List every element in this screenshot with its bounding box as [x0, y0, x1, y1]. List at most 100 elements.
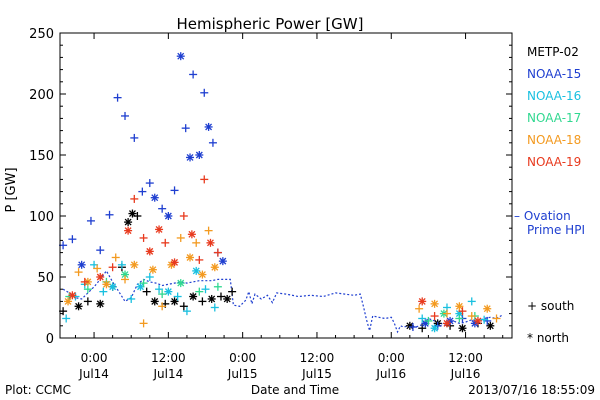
south-point-noaa-15 — [138, 187, 147, 196]
south-point-metp-02 — [83, 297, 92, 306]
south-point-noaa-19 — [200, 175, 209, 184]
south-point-metp-02 — [133, 212, 142, 220]
marker-stroke — [171, 258, 179, 266]
south-point-noaa-15 — [121, 111, 130, 120]
south-point-noaa-19 — [195, 255, 204, 264]
marker-stroke — [443, 319, 451, 327]
marker-stroke — [198, 271, 206, 279]
north-point-metp-02 — [458, 324, 467, 333]
north-point-noaa-19 — [418, 297, 427, 306]
south-point-noaa-15 — [189, 70, 198, 79]
south-point-noaa-16 — [155, 285, 164, 294]
y-tick-label: 100 — [29, 210, 54, 225]
south-point-noaa-15 — [105, 210, 114, 219]
south-point-noaa-15 — [96, 246, 105, 255]
x-tick-date-label: Jul15 — [227, 367, 258, 381]
north-point-noaa-15 — [176, 52, 185, 61]
south-point-noaa-16 — [182, 307, 191, 316]
marker-stroke — [78, 261, 86, 269]
legend-ovation-label-line2: Prime HPI — [527, 223, 585, 237]
south-point-noaa-19 — [430, 312, 439, 321]
north-point-metp-02 — [124, 218, 133, 227]
north-point-noaa-19 — [96, 273, 105, 281]
marker-stroke — [164, 212, 172, 220]
south-point-noaa-18 — [192, 238, 201, 247]
marker-stroke — [188, 230, 196, 238]
marker-stroke — [211, 263, 219, 271]
marker-stroke — [151, 194, 159, 202]
north-point-metp-02 — [170, 297, 179, 306]
data-points-layer — [59, 52, 501, 333]
south-point-metp-02 — [179, 302, 188, 311]
north-point-noaa-15 — [195, 151, 204, 159]
marker-stroke — [149, 266, 157, 274]
south-point-noaa-18 — [139, 319, 148, 328]
y-tick-label: 150 — [29, 149, 54, 164]
marker-stroke — [219, 257, 227, 265]
legend-ovation-label: – Ovation — [514, 209, 571, 223]
south-point-noaa-19 — [139, 233, 148, 242]
x-tick-date-label: Jul16 — [450, 367, 481, 381]
south-point-noaa-15 — [130, 133, 139, 142]
south-point-noaa-16 — [418, 314, 427, 323]
north-point-noaa-19 — [170, 258, 179, 267]
south-point-noaa-15 — [181, 124, 190, 133]
north-point-metp-02 — [486, 321, 495, 330]
south-point-noaa-16 — [99, 287, 108, 296]
marker-stroke — [431, 300, 439, 308]
south-point-noaa-16 — [210, 303, 219, 312]
south-point-noaa-17 — [424, 316, 433, 325]
north-point-metp-02 — [189, 292, 198, 301]
x-tick-time-label: 12:00 — [448, 351, 483, 365]
south-point-noaa-16 — [467, 297, 476, 306]
south-point-noaa-17 — [158, 290, 167, 299]
south-point-noaa-15 — [158, 204, 167, 213]
legend-south-marker: + south — [527, 299, 574, 313]
legend-entry-metp-02: METP-02 — [527, 45, 579, 59]
south-point-noaa-18 — [74, 268, 83, 277]
legend-entry-noaa-15: NOAA-15 — [527, 67, 581, 81]
marker-stroke — [155, 225, 163, 233]
marker-stroke — [223, 295, 231, 303]
legend-entry-noaa-17: NOAA-17 — [527, 111, 581, 125]
x-axis-label: Date and Time — [251, 383, 339, 397]
north-point-noaa-19 — [442, 319, 451, 328]
chart-title: Hemispheric Power [GW] — [177, 15, 364, 33]
north-point-noaa-15 — [164, 212, 173, 220]
legend-north-marker: * north — [527, 331, 569, 345]
south-point-noaa-18 — [492, 314, 501, 323]
south-point-noaa-15 — [145, 179, 154, 188]
marker-stroke — [164, 288, 172, 296]
legend: METP-02 NOAA-15 NOAA-16 NOAA-17 NOAA-18 NOAA-… — [514, 45, 585, 345]
marker-stroke — [474, 317, 482, 325]
north-point-noaa-19 — [68, 291, 77, 300]
x-tick-date-label: Jul14 — [152, 367, 183, 381]
north-point-noaa-16 — [192, 266, 201, 275]
marker-stroke — [459, 324, 466, 332]
marker-stroke — [96, 300, 104, 308]
x-tick-time-label: 0:00 — [229, 351, 256, 365]
north-point-noaa-16 — [108, 282, 117, 291]
south-point-noaa-18 — [121, 275, 130, 284]
south-point-metp-02 — [216, 292, 225, 301]
marker-stroke — [406, 322, 414, 330]
marker-stroke — [102, 280, 110, 288]
x-tick-time-label: 12:00 — [300, 351, 335, 365]
y-tick-label: 0 — [46, 332, 54, 347]
marker-stroke — [68, 291, 76, 299]
south-point-noaa-16 — [127, 294, 136, 303]
south-point-noaa-17 — [195, 287, 204, 296]
marker-stroke — [186, 254, 194, 261]
marker-stroke — [455, 302, 463, 310]
north-point-noaa-15 — [150, 193, 159, 202]
y-tick-label: 50 — [37, 271, 54, 286]
plot-timestamp: 2013/07/16 18:55:09 — [468, 383, 595, 397]
marker-stroke — [483, 305, 491, 313]
north-point-noaa-18 — [198, 270, 207, 279]
legend-entry-noaa-16: NOAA-16 — [527, 89, 581, 103]
marker-stroke — [431, 324, 439, 332]
north-point-noaa-17 — [176, 279, 185, 288]
marker-stroke — [418, 297, 426, 305]
north-point-noaa-18 — [430, 299, 439, 308]
